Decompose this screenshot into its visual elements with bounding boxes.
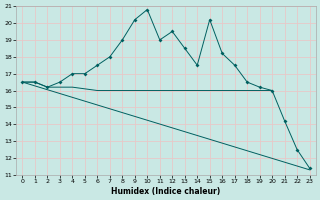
X-axis label: Humidex (Indice chaleur): Humidex (Indice chaleur) [111, 187, 221, 196]
